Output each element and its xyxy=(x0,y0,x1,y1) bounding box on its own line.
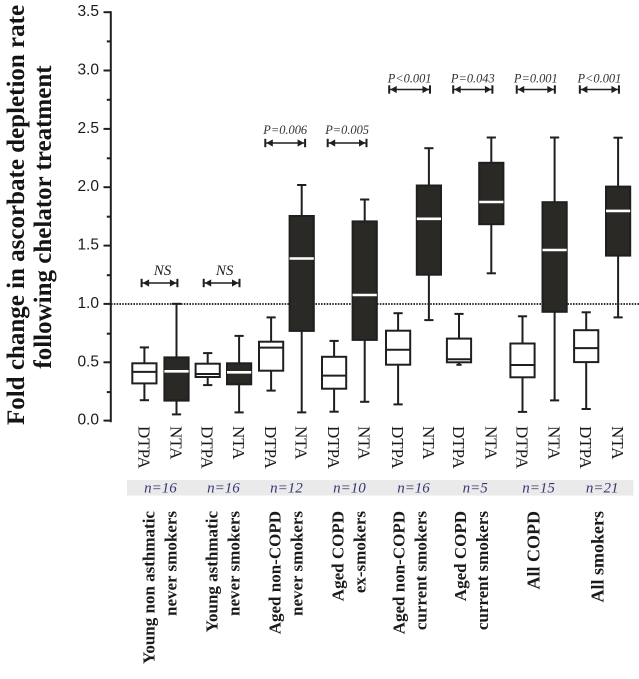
svg-text:Aged non-COPD: Aged non-COPD xyxy=(390,511,409,634)
svg-text:NTA: NTA xyxy=(608,426,627,460)
svg-text:Aged non-COPD: Aged non-COPD xyxy=(265,511,284,634)
svg-text:DTPA: DTPA xyxy=(198,426,217,470)
svg-text:n=10: n=10 xyxy=(333,481,366,497)
svg-text:NTA: NTA xyxy=(355,426,374,460)
svg-text:current smokers: current smokers xyxy=(473,511,492,631)
svg-text:n=16: n=16 xyxy=(397,481,430,497)
svg-text:DTPA: DTPA xyxy=(576,426,595,470)
svg-text:2.5: 2.5 xyxy=(77,120,99,137)
svg-text:NTA: NTA xyxy=(481,426,500,460)
svg-text:NTA: NTA xyxy=(167,426,186,460)
svg-text:3.0: 3.0 xyxy=(77,62,99,79)
svg-text:current smokers: current smokers xyxy=(412,511,431,631)
svg-text:0.5: 0.5 xyxy=(77,353,99,370)
svg-text:P<0.001: P<0.001 xyxy=(576,72,621,86)
svg-text:never smokers: never smokers xyxy=(287,511,306,616)
svg-text:NTA: NTA xyxy=(292,426,311,460)
svg-text:DTPA: DTPA xyxy=(134,426,153,470)
svg-text:n=5: n=5 xyxy=(463,481,489,497)
svg-text:1.0: 1.0 xyxy=(77,295,99,312)
svg-text:never smokers: never smokers xyxy=(224,511,243,616)
svg-text:ex-smokers: ex-smokers xyxy=(350,511,369,594)
svg-text:P=0.005: P=0.005 xyxy=(324,123,369,137)
svg-text:P=0.043: P=0.043 xyxy=(450,72,495,86)
svg-text:never smokers: never smokers xyxy=(161,511,180,616)
svg-text:n=16: n=16 xyxy=(207,481,240,497)
svg-text:NS: NS xyxy=(215,263,234,279)
svg-text:n=12: n=12 xyxy=(270,481,303,497)
svg-text:n=15: n=15 xyxy=(522,481,555,497)
svg-text:n=21: n=21 xyxy=(586,481,619,497)
svg-text:3.5: 3.5 xyxy=(77,3,99,20)
svg-text:Young non asthmatic: Young non asthmatic xyxy=(139,511,158,664)
svg-text:NS: NS xyxy=(153,263,172,279)
svg-text:DTPA: DTPA xyxy=(388,426,407,470)
svg-text:Young asthmatic: Young asthmatic xyxy=(202,511,221,633)
svg-text:P=0.001: P=0.001 xyxy=(513,72,558,86)
svg-text:1.5: 1.5 xyxy=(77,237,99,254)
svg-text:2.0: 2.0 xyxy=(77,178,99,195)
svg-text:n=16: n=16 xyxy=(144,481,177,497)
svg-text:Fold change in ascorbate deple: Fold change in ascorbate depletion rate xyxy=(3,5,30,425)
svg-text:Aged COPD: Aged COPD xyxy=(328,511,347,601)
svg-text:NTA: NTA xyxy=(229,426,248,460)
svg-text:0.0: 0.0 xyxy=(77,412,99,429)
svg-text:Aged COPD: Aged COPD xyxy=(451,511,470,601)
svg-text:DTPA: DTPA xyxy=(513,426,532,470)
svg-text:P=0.006: P=0.006 xyxy=(262,123,308,137)
svg-text:P<0.001: P<0.001 xyxy=(387,72,432,86)
svg-text:NTA: NTA xyxy=(419,426,438,460)
svg-text:DTPA: DTPA xyxy=(324,426,343,470)
svg-text:All COPD: All COPD xyxy=(524,511,544,590)
svg-text:following chelator treatment: following chelator treatment xyxy=(30,65,57,369)
svg-text:DTPA: DTPA xyxy=(449,426,468,470)
svg-text:NTA: NTA xyxy=(545,426,564,460)
svg-text:DTPA: DTPA xyxy=(261,426,280,470)
svg-text:All smokers: All smokers xyxy=(587,511,607,603)
